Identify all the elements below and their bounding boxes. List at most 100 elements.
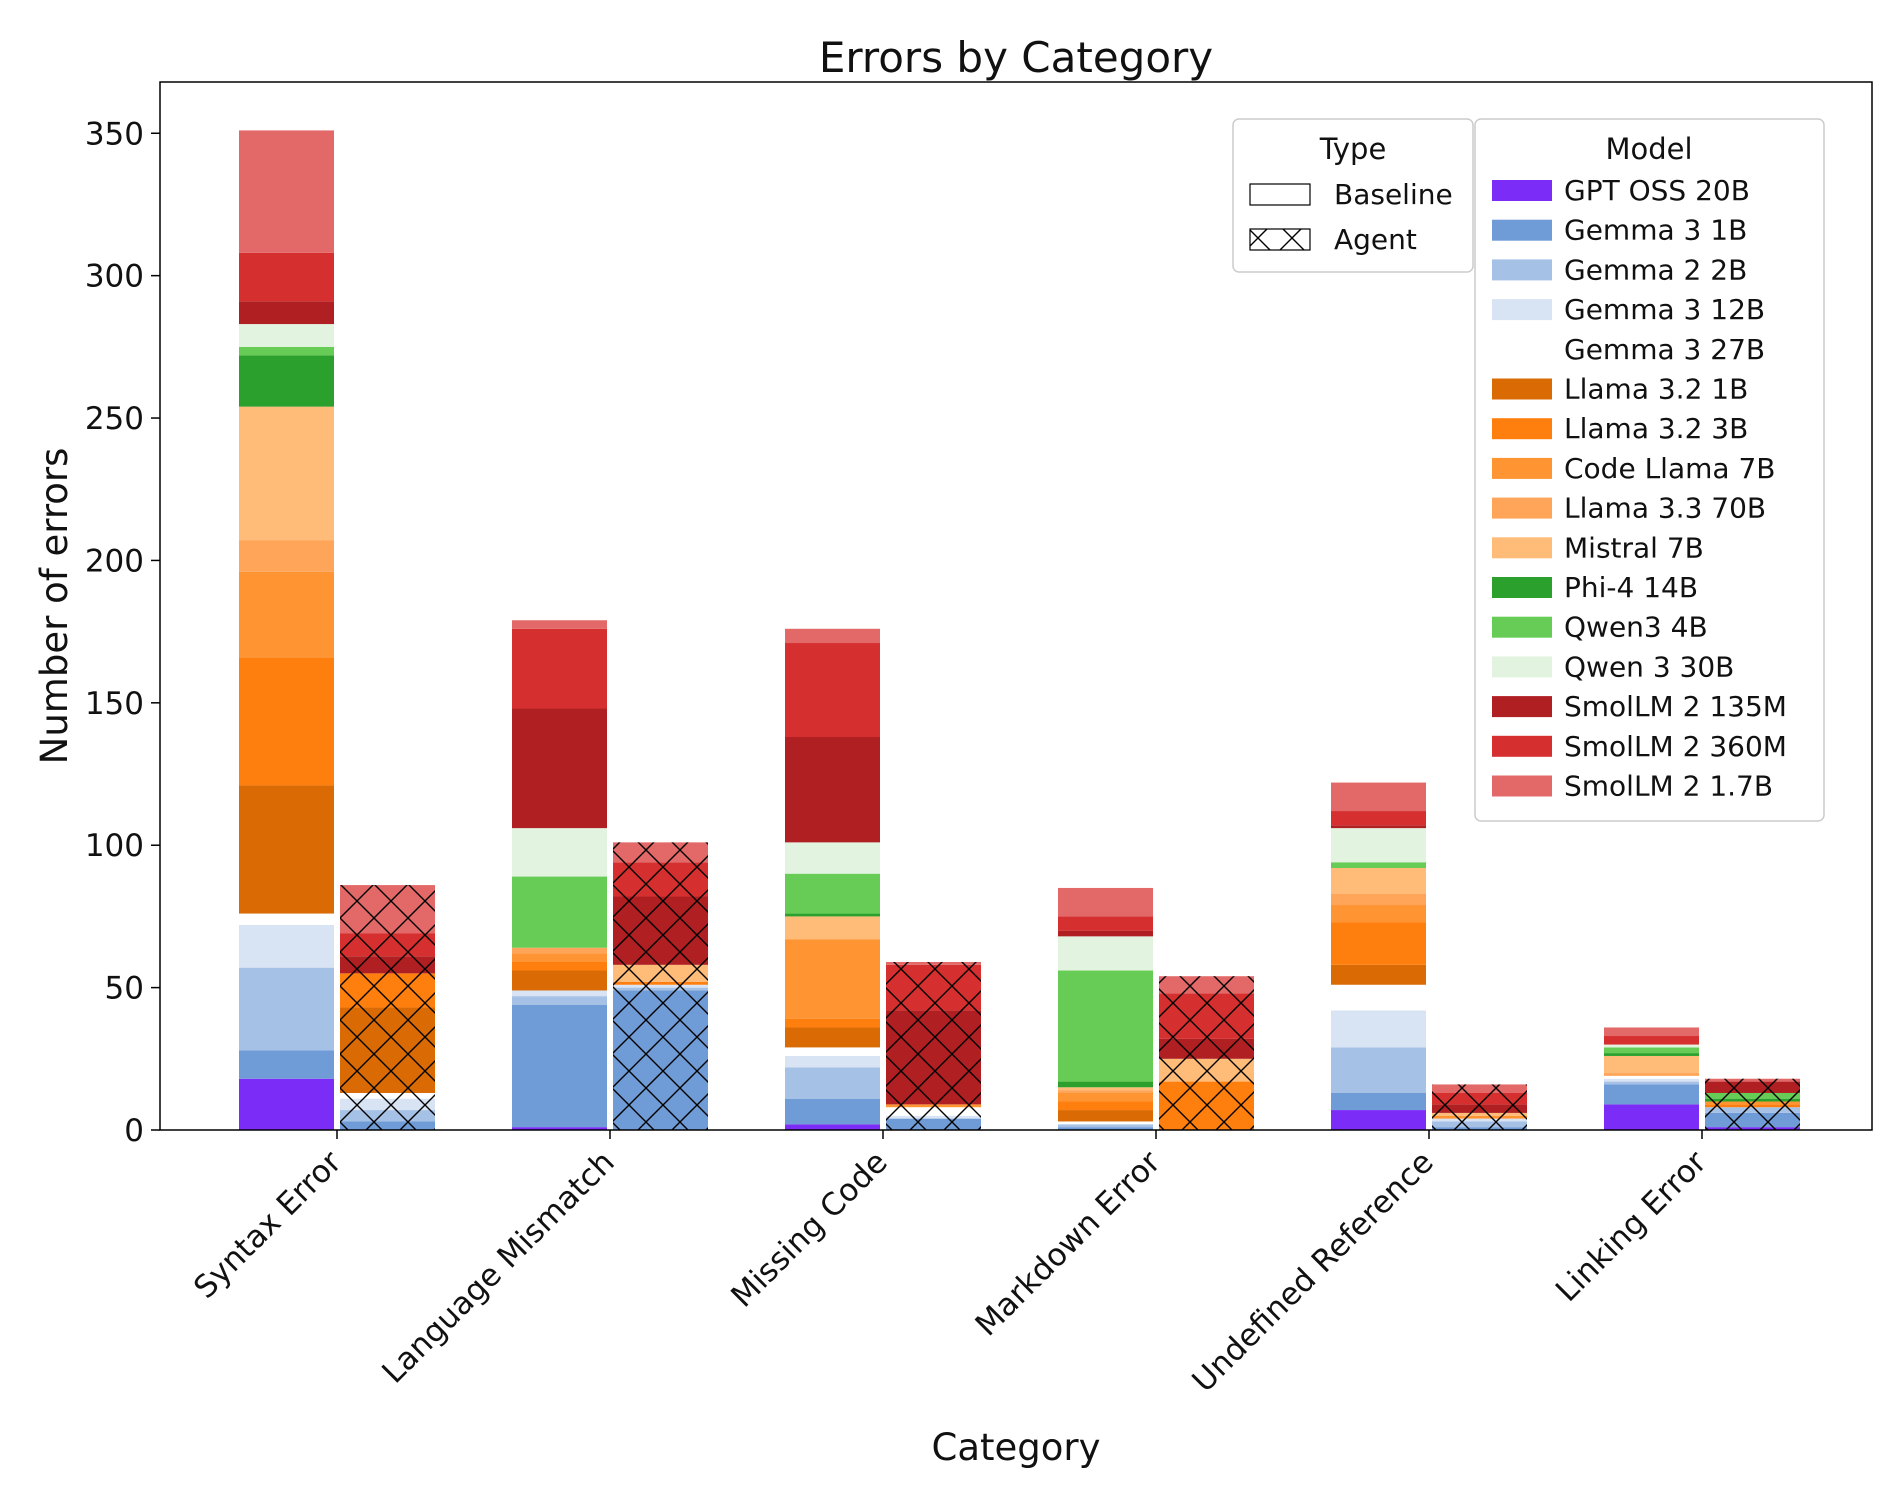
chart-title: Errors by Category [819, 33, 1213, 82]
legend-label-agent: Agent [1334, 223, 1417, 256]
bar-segment-markdown-error-baseline-qwen3-4b [1058, 970, 1153, 1082]
bar-segment-linking-error-baseline-qwen3-4b [1604, 1047, 1699, 1054]
bar-segment-missing-code-baseline-smollm-2-135m [785, 737, 880, 843]
bar-segment-language-mismatch-baseline-gemma-3-12b [512, 990, 607, 997]
legend-hatch-agent [1250, 229, 1310, 250]
y-tick-label: 250 [85, 401, 144, 437]
y-tick-label: 50 [105, 971, 144, 1007]
x-tick-label-undefined-reference: Undefined Reference [1185, 1144, 1440, 1399]
bar-segment-syntax-error-baseline-qwen3-4b [239, 346, 334, 356]
bar-segment-missing-code-baseline-code-llama-7b [785, 939, 880, 1019]
bar-segment-syntax-error-baseline-gemma-2-2b [239, 967, 334, 1051]
legend-label-smollm-2-360m: SmolLM 2 360M [1564, 730, 1787, 763]
bar-segment-syntax-error-baseline-smollm-2-360m [239, 252, 334, 302]
x-tick-label-markdown-error: Markdown Error [969, 1144, 1168, 1343]
legend-swatch-phi-4-14b [1492, 577, 1552, 598]
legend-swatch-gemma-2-2b [1492, 259, 1552, 281]
bar-segment-linking-error-baseline-smollm-2-360m [1604, 1036, 1699, 1045]
bar-segment-syntax-error-baseline-llama-3-2-1b [239, 785, 334, 914]
legend-swatch-code-llama-7b [1492, 457, 1552, 479]
bar-segment-undefined-reference-baseline-gemma-3-12b [1331, 1010, 1426, 1048]
bar-segment-syntax-error-baseline-qwen-3-30b [239, 324, 334, 347]
legend-label-gpt-oss-20b: GPT OSS 20B [1564, 174, 1750, 207]
bar-segment-undefined-reference-baseline-gemma-2-2b [1331, 1047, 1426, 1093]
bar-segment-linking-error-baseline-gemma-3-27b [1604, 1075, 1699, 1079]
bar-segment-linking-error-baseline-qwen-3-30b [1604, 1044, 1699, 1048]
bar-segment-missing-code-baseline-mistral-7b [785, 916, 880, 940]
bar-segment-markdown-error-baseline-gemma-3-27b [1058, 1121, 1153, 1125]
bar-segment-language-mismatch-baseline-llama-3-2-3b [512, 961, 607, 971]
x-axis: Syntax Error Language Mismatch Missing Cod… [187, 1130, 1714, 1399]
x-axis-label: Category [931, 1426, 1100, 1469]
bar-segment-undefined-reference-baseline-qwen3-4b [1331, 862, 1426, 868]
legend-swatch-gemma-3-12b [1492, 299, 1552, 321]
bar-segment-missing-code-baseline-qwen-3-30b [785, 842, 880, 874]
bar-segment-syntax-error-baseline-gpt-oss-20b [239, 1078, 334, 1130]
bar-segment-markdown-error-baseline-phi-4-14b [1058, 1081, 1153, 1088]
legend-label-code-llama-7b: Code Llama 7B [1564, 452, 1775, 485]
legend-swatch-gemma-3-27b [1492, 338, 1552, 360]
bar-segment-missing-code-baseline-qwen3-4b [785, 873, 880, 914]
legend-swatch-llama-3-2-3b [1492, 418, 1552, 440]
bar-hatch-linking-error [1705, 1078, 1800, 1130]
type-legend-title: Type [1319, 132, 1387, 166]
bar-segment-undefined-reference-baseline-llama-3-3-70b [1331, 893, 1426, 906]
legend-label-llama-3-2-1b: Llama 3.2 1B [1564, 373, 1748, 406]
bar-segment-syntax-error-baseline-mistral-7b [239, 406, 334, 541]
bar-segment-undefined-reference-baseline-code-llama-7b [1331, 905, 1426, 923]
legend-label-smollm-2-1-7b: SmolLM 2 1.7B [1564, 770, 1773, 803]
legend-label-gemma-2-2b: Gemma 2 2B [1564, 253, 1747, 286]
legend-label-llama-3-3-70b: Llama 3.3 70B [1564, 492, 1766, 525]
model-legend-title: Model [1605, 132, 1692, 166]
legend-swatch-smollm-2-1-7b [1492, 775, 1552, 797]
bar-hatch-undefined-reference [1432, 1084, 1527, 1130]
bar-segment-markdown-error-baseline-smollm-2-1-7b [1058, 887, 1153, 917]
bar-segment-language-mismatch-baseline-gpt-oss-20b [512, 1127, 607, 1130]
x-tick-label-missing-code: Missing Code [724, 1144, 894, 1314]
bar-segment-language-mismatch-baseline-qwen3-4b [512, 876, 607, 948]
bar-segment-markdown-error-baseline-llama-3-3-70b [1058, 1090, 1153, 1093]
y-tick-label: 150 [85, 686, 144, 722]
bar-segment-markdown-error-baseline-llama-3-2-3b [1058, 1101, 1153, 1111]
bar-segment-missing-code-baseline-phi-4-14b [785, 913, 880, 917]
bar-segment-undefined-reference-baseline-llama-3-2-3b [1331, 922, 1426, 965]
legend-label-gemma-3-12b: Gemma 3 12B [1564, 293, 1765, 326]
bar-segment-missing-code-baseline-gemma-3-27b [785, 1047, 880, 1056]
bar-segment-language-mismatch-baseline-gemma-2-2b [512, 996, 607, 1005]
bar-segment-markdown-error-baseline-smollm-2-360m [1058, 916, 1153, 931]
bar-hatch-syntax-error [340, 885, 435, 1130]
bar-segment-syntax-error-baseline-smollm-2-1-7b [239, 130, 334, 253]
bar-segment-missing-code-baseline-smollm-2-360m [785, 643, 880, 737]
bar-segment-undefined-reference-baseline-smollm-2-1-7b [1331, 782, 1426, 812]
legend-label-smollm-2-135m: SmolLM 2 135M [1564, 690, 1787, 723]
bar-segment-undefined-reference-baseline-mistral-7b [1331, 868, 1426, 894]
legend-label-baseline: Baseline [1334, 178, 1453, 211]
legend-swatch-llama-3-3-70b [1492, 497, 1552, 519]
bar-segment-syntax-error-baseline-gemma-3-1b [239, 1050, 334, 1079]
bar-segment-markdown-error-baseline-smollm-2-135m [1058, 930, 1153, 937]
bar-segment-syntax-error-baseline-gemma-3-27b [239, 913, 334, 925]
bar-segment-linking-error-baseline-smollm-2-1-7b [1604, 1027, 1699, 1037]
bar-segment-markdown-error-baseline-gemma-2-2b [1058, 1124, 1153, 1128]
model-legend-box [1474, 118, 1825, 822]
bar-segment-syntax-error-baseline-gemma-3-12b [239, 924, 334, 968]
legend-swatch-baseline [1249, 183, 1311, 206]
bar-segment-missing-code-baseline-smollm-2-1-7b [785, 628, 880, 644]
bar-hatch-language-mismatch [613, 842, 708, 1130]
bar-segment-language-mismatch-baseline-smollm-2-360m [512, 628, 607, 709]
y-axis: 0 50 100 150 200 250 300 350 [85, 116, 160, 1149]
bar-segment-linking-error-baseline-phi-4-14b [1604, 1053, 1699, 1056]
bar-segment-syntax-error-baseline-llama-3-2-3b [239, 657, 334, 786]
bar-segment-missing-code-baseline-llama-3-2-1b [785, 1027, 880, 1048]
bar-segment-missing-code-baseline-gemma-3-12b [785, 1055, 880, 1068]
bar-segment-syntax-error-baseline-llama-3-3-70b [239, 540, 334, 572]
bar-segment-linking-error-baseline-gemma-2-2b [1604, 1081, 1699, 1085]
legend-label-qwen-3-30b: Qwen 3 30B [1564, 650, 1734, 683]
bar-segment-language-mismatch-baseline-qwen-3-30b [512, 828, 607, 877]
bar-segment-syntax-error-baseline-phi-4-14b [239, 355, 334, 407]
legend-swatch-smollm-2-360m [1492, 735, 1552, 757]
bar-segment-undefined-reference-baseline-gemma-3-27b [1331, 984, 1426, 1011]
type-legend: Type Baseline Agent [1232, 118, 1474, 273]
bar-segment-language-mismatch-baseline-gemma-3-1b [512, 1004, 607, 1128]
bar-segment-syntax-error-baseline-smollm-2-135m [239, 301, 334, 325]
